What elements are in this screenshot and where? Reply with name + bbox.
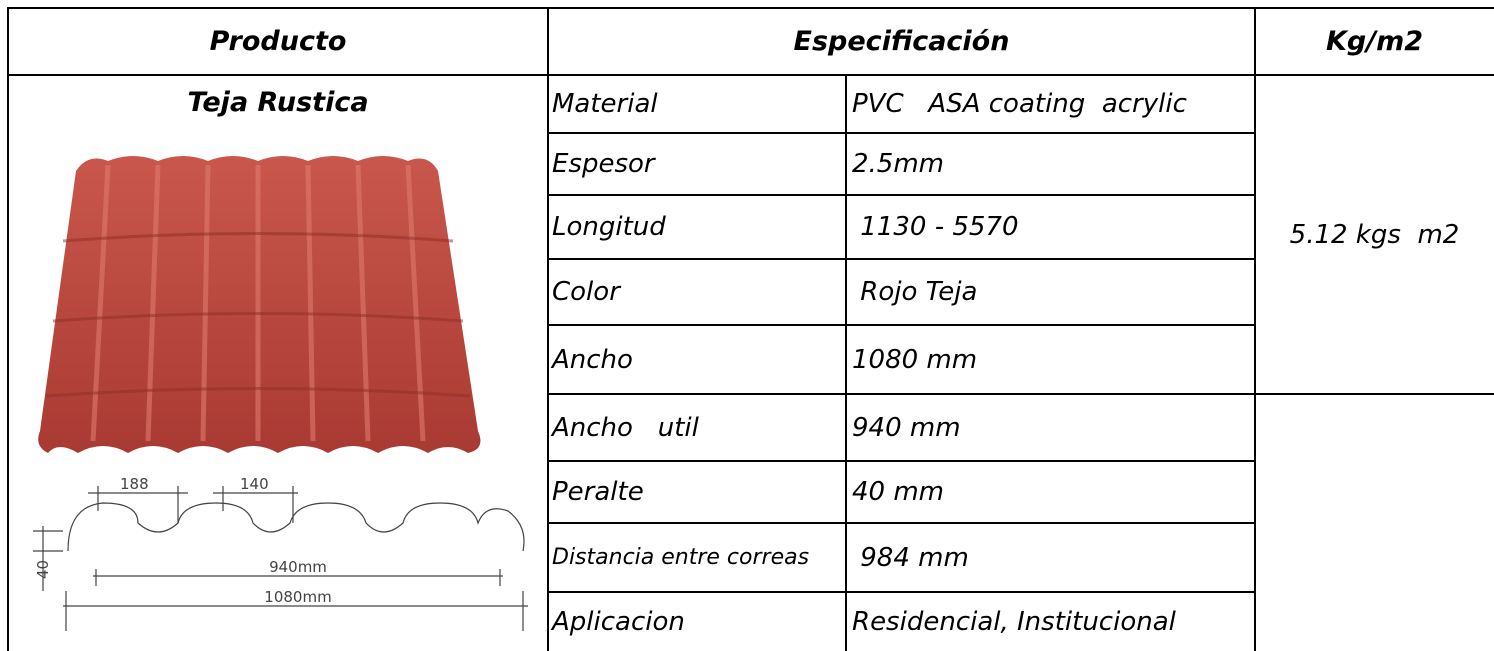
product-name: Teja Rustica bbox=[187, 87, 369, 118]
row-line bbox=[548, 522, 1255, 524]
border bbox=[845, 75, 847, 651]
spec-value: PVC ASA coating acrylic bbox=[852, 89, 1187, 119]
border bbox=[1255, 393, 1494, 395]
dim-crest: 140 bbox=[240, 475, 269, 493]
dim-height: 40 bbox=[34, 560, 52, 579]
spec-label: Longitud bbox=[552, 212, 666, 242]
dim-total-width: 1080mm bbox=[264, 588, 331, 606]
row-line bbox=[548, 591, 1255, 593]
spec-label: Espesor bbox=[552, 149, 655, 179]
weight-value: 5.12 kgs m2 bbox=[1289, 219, 1460, 250]
spec-label: Ancho util bbox=[552, 412, 699, 443]
border bbox=[8, 7, 1494, 9]
spec-value: 1080 mm bbox=[852, 344, 978, 375]
spec-value: Residencial, Institucional bbox=[852, 606, 1176, 637]
spec-label: Material bbox=[552, 89, 658, 119]
border bbox=[547, 7, 549, 651]
spec-value: 40 mm bbox=[852, 477, 945, 507]
dim-pitch: 188 bbox=[120, 475, 149, 493]
spec-value: 940 mm bbox=[852, 412, 961, 443]
spec-label: Peralte bbox=[552, 477, 644, 507]
header-specification: Especificación bbox=[793, 26, 1010, 57]
row-line bbox=[548, 258, 1255, 260]
border bbox=[7, 7, 9, 651]
row-line bbox=[548, 132, 1255, 134]
spec-label: Color bbox=[552, 277, 620, 307]
header-product: Producto bbox=[209, 26, 347, 57]
spec-label: Ancho bbox=[552, 344, 633, 375]
spec-value: Rojo Teja bbox=[852, 277, 978, 307]
product-image: 188 140 40 940mm 1080mm bbox=[33, 156, 528, 631]
spec-label: Distancia entre correas bbox=[552, 545, 810, 570]
row-line bbox=[548, 324, 1255, 326]
spec-value: 984 mm bbox=[852, 542, 969, 573]
spec-label: Aplicacion bbox=[552, 606, 685, 637]
row-line bbox=[548, 194, 1255, 196]
spec-value: 2.5mm bbox=[852, 149, 945, 179]
header-weight: Kg/m2 bbox=[1325, 26, 1424, 57]
border bbox=[8, 74, 1494, 76]
spec-value: 1130 - 5570 bbox=[852, 212, 1019, 242]
border bbox=[1254, 7, 1256, 651]
row-line bbox=[548, 393, 1255, 395]
dim-useful-width: 940mm bbox=[269, 558, 327, 576]
row-line bbox=[548, 460, 1255, 462]
